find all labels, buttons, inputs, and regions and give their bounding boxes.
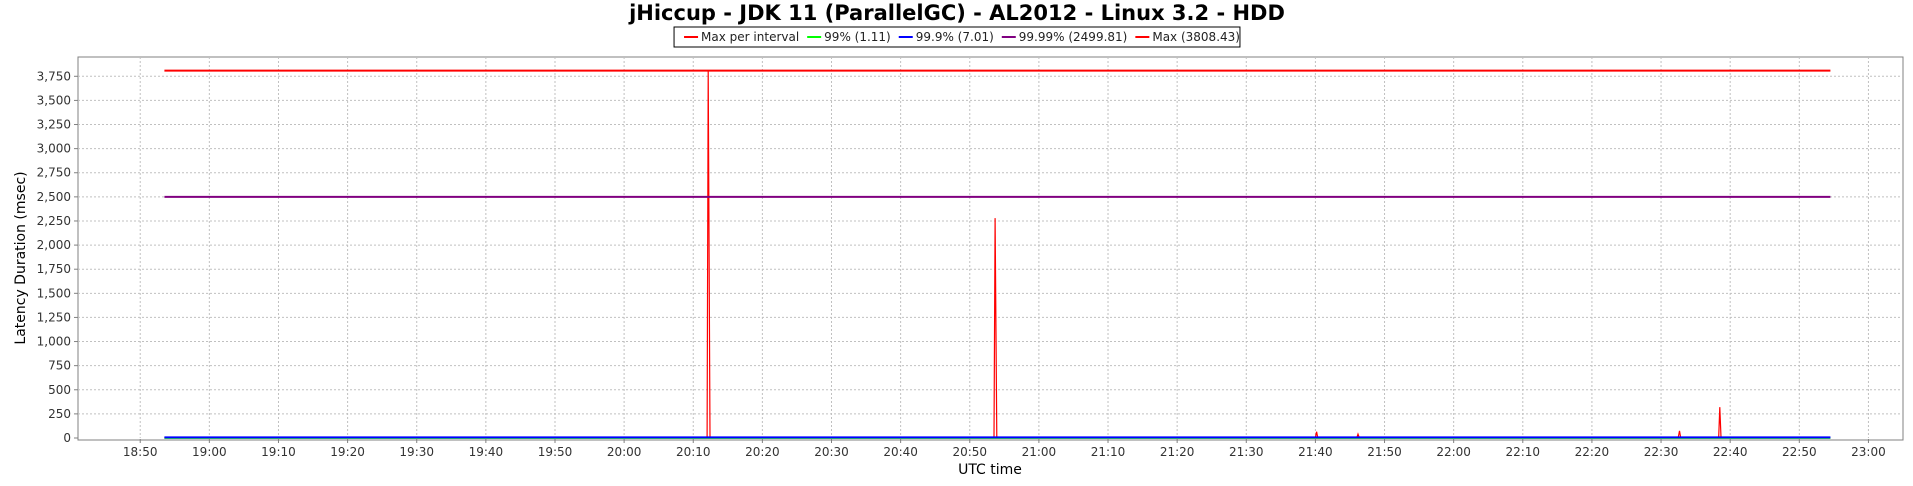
x-tick-label: 22:40 — [1713, 445, 1748, 459]
y-tick-label: 500 — [48, 383, 71, 397]
y-tick-label: 750 — [48, 359, 71, 373]
x-tick-label: 20:20 — [745, 445, 780, 459]
y-tick-label: 1,000 — [37, 335, 71, 349]
x-axis: 18:50 19:00 19:10 19:20 19:30 19:40 19:50 20:00… — [123, 439, 1886, 459]
x-tick-label: 21:00 — [1022, 445, 1057, 459]
x-tick-label: 20:00 — [607, 445, 642, 459]
legend-label-99: 99% (1.11) — [824, 30, 891, 44]
y-tick-label: 2,000 — [37, 238, 71, 252]
y-tick-label: 3,500 — [37, 93, 71, 107]
chart-title: jHiccup - JDK 11 (ParallelGC) - AL2012 -… — [628, 1, 1285, 25]
legend-label-99-99: 99.99% (2499.81) — [1019, 30, 1128, 44]
y-tick-label: 0 — [63, 431, 71, 445]
x-tick-label: 19:30 — [399, 445, 434, 459]
x-tick-label: 21:40 — [1298, 445, 1333, 459]
x-tick-label: 19:40 — [469, 445, 504, 459]
y-tick-label: 2,750 — [37, 166, 71, 180]
legend: Max per interval 99% (1.11) 99.9% (7.01) 99… — [673, 26, 1241, 48]
legend-box — [673, 26, 1241, 48]
x-tick-label: 22:00 — [1436, 445, 1471, 459]
x-axis-label: UTC time — [958, 462, 1022, 478]
x-tick-label: 22:50 — [1782, 445, 1817, 459]
x-tick-label: 20:30 — [814, 445, 849, 459]
plot-area — [77, 56, 1904, 441]
x-tick-label: 22:30 — [1644, 445, 1679, 459]
y-tick-label: 1,250 — [37, 310, 71, 324]
x-tick-label: 21:20 — [1160, 445, 1195, 459]
y-tick-label: 1,750 — [37, 262, 71, 276]
x-tick-label: 23:00 — [1851, 445, 1886, 459]
x-tick-label: 20:40 — [883, 445, 918, 459]
y-tick-label: 1,500 — [37, 286, 71, 300]
x-tick-label: 20:50 — [952, 445, 987, 459]
y-tick-label: 3,000 — [37, 142, 71, 156]
y-tick-label: 3,250 — [37, 118, 71, 132]
x-tick-label: 19:50 — [538, 445, 573, 459]
x-tick-label: 19:20 — [330, 445, 365, 459]
series-layer — [164, 69, 1831, 439]
legend-label-99-9: 99.9% (7.01) — [916, 30, 994, 44]
y-tick-label: 3,750 — [37, 69, 71, 83]
y-axis-label: Latency Duration (msec) — [13, 171, 29, 344]
x-tick-label: 18:50 — [123, 445, 158, 459]
y-tick-label: 250 — [48, 407, 71, 421]
y-tick-label: 2,250 — [37, 214, 71, 228]
x-tick-label: 21:10 — [1091, 445, 1126, 459]
y-tick-label: 2,500 — [37, 190, 71, 204]
y-axis: 0 250 500 750 1,000 1,250 1,500 1,750 2,000 2,250… — [37, 69, 78, 445]
x-tick-label: 22:10 — [1505, 445, 1540, 459]
x-tick-label: 21:50 — [1367, 445, 1402, 459]
legend-label-max: Max (3808.43) — [1152, 30, 1240, 44]
x-tick-label: 21:30 — [1229, 445, 1264, 459]
x-tick-label: 19:10 — [261, 445, 296, 459]
legend-label-max-per-interval: Max per interval — [701, 30, 799, 44]
x-tick-label: 20:10 — [676, 445, 711, 459]
x-tick-label: 19:00 — [192, 445, 227, 459]
x-tick-label: 22:20 — [1575, 445, 1610, 459]
